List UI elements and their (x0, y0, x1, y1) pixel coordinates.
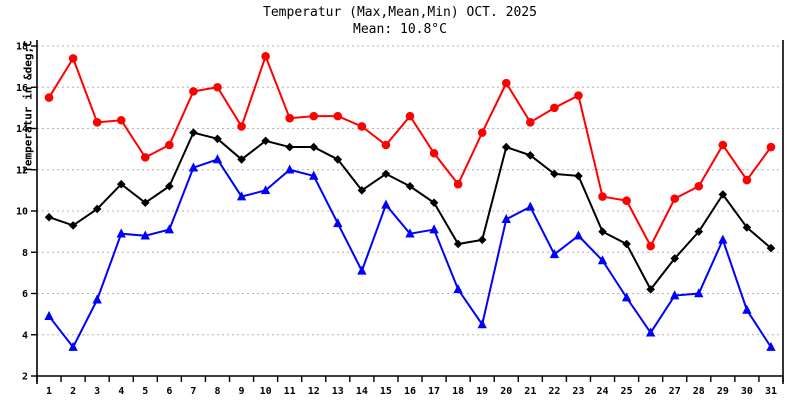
svg-text:25: 25 (621, 386, 633, 397)
svg-text:16: 16 (16, 83, 28, 94)
svg-text:3: 3 (94, 386, 100, 397)
svg-text:8: 8 (214, 386, 220, 397)
series-min (44, 154, 776, 351)
svg-text:14: 14 (356, 386, 368, 397)
svg-text:6: 6 (166, 386, 172, 397)
x-axis-ticks: 1 2 3 4 5 6 7 8 9 10 11 12 13 14 15 16 17 18 19 20 21 22 23 24 2… (36, 376, 784, 397)
svg-text:19: 19 (476, 386, 488, 397)
svg-text:13: 13 (332, 386, 344, 397)
svg-text:22: 22 (548, 386, 560, 397)
svg-text:4: 4 (118, 386, 124, 397)
svg-text:6: 6 (22, 289, 28, 300)
svg-text:20: 20 (500, 386, 512, 397)
svg-text:18: 18 (452, 386, 464, 397)
svg-text:16: 16 (404, 386, 416, 397)
svg-text:23: 23 (572, 386, 584, 397)
y-axis-ticks: 2 4 6 8 10 12 14 16 18 (16, 42, 37, 383)
svg-text:14: 14 (16, 124, 28, 135)
svg-text:27: 27 (669, 386, 681, 397)
svg-text:17: 17 (428, 386, 440, 397)
svg-text:9: 9 (239, 386, 245, 397)
svg-text:11: 11 (284, 386, 296, 397)
svg-text:10: 10 (260, 386, 272, 397)
svg-text:31: 31 (765, 386, 777, 397)
svg-text:24: 24 (596, 386, 608, 397)
svg-text:4: 4 (22, 330, 28, 341)
svg-text:7: 7 (190, 386, 196, 397)
axis-lines (36, 40, 784, 384)
svg-text:29: 29 (717, 386, 729, 397)
svg-text:12: 12 (16, 165, 28, 176)
svg-text:28: 28 (693, 386, 705, 397)
page-title: Temperatur (Max,Mean,Min) OCT. 2025 (263, 5, 537, 20)
svg-text:12: 12 (308, 386, 320, 397)
svg-text:2: 2 (22, 372, 28, 383)
svg-text:15: 15 (380, 386, 392, 397)
svg-text:5: 5 (142, 386, 148, 397)
gridlines (37, 45, 783, 377)
chart-title-block: Temperatur (Max,Mean,Min) OCT. 2025 Mean… (0, 4, 800, 38)
svg-text:21: 21 (524, 386, 536, 397)
svg-text:10: 10 (16, 207, 28, 218)
svg-text:18: 18 (16, 42, 28, 53)
svg-text:2: 2 (70, 386, 76, 397)
svg-text:30: 30 (741, 386, 753, 397)
svg-text:26: 26 (645, 386, 657, 397)
chart-subtitle: Mean: 10.8°C (353, 22, 447, 37)
series-max (44, 52, 776, 251)
data-series-layer (44, 52, 776, 351)
series-mean (44, 128, 776, 294)
svg-text:8: 8 (22, 248, 28, 259)
svg-text:1: 1 (46, 386, 52, 397)
